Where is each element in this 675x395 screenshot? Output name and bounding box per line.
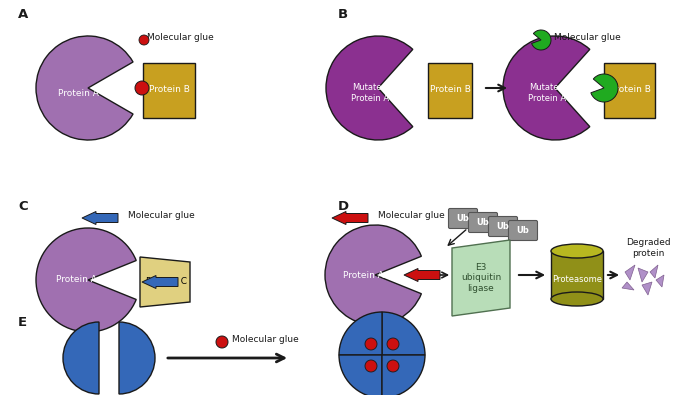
Polygon shape [452, 240, 510, 316]
Circle shape [387, 360, 399, 372]
FancyBboxPatch shape [468, 213, 497, 233]
Wedge shape [36, 228, 136, 332]
Text: Degraded
protein: Degraded protein [626, 238, 670, 258]
Text: Protein B: Protein B [148, 85, 190, 94]
Wedge shape [591, 74, 618, 102]
Text: A: A [18, 8, 28, 21]
Text: E3
ubiquitin
ligase: E3 ubiquitin ligase [461, 263, 501, 293]
Text: E: E [18, 316, 27, 329]
Wedge shape [339, 355, 382, 395]
Text: Protein B: Protein B [610, 85, 651, 94]
Text: Protein A: Protein A [342, 271, 383, 280]
Text: Protein A: Protein A [55, 275, 97, 284]
Wedge shape [325, 225, 421, 325]
FancyBboxPatch shape [551, 251, 603, 299]
Polygon shape [143, 63, 195, 118]
FancyArrow shape [332, 211, 368, 224]
Circle shape [216, 336, 228, 348]
Text: Molecular glue: Molecular glue [554, 34, 621, 43]
Polygon shape [604, 63, 655, 118]
Circle shape [139, 35, 149, 45]
Wedge shape [63, 322, 99, 394]
Text: Molecular glue: Molecular glue [147, 34, 214, 43]
FancyBboxPatch shape [489, 216, 518, 237]
Wedge shape [36, 36, 133, 140]
Wedge shape [532, 30, 551, 50]
Wedge shape [503, 36, 590, 140]
Polygon shape [638, 268, 648, 282]
FancyArrow shape [142, 275, 178, 288]
Text: Mutated
Protein A: Mutated Protein A [528, 83, 566, 103]
Polygon shape [642, 282, 652, 295]
Text: Protein A: Protein A [57, 88, 99, 98]
Wedge shape [339, 312, 382, 355]
Polygon shape [140, 257, 190, 307]
Text: Ub: Ub [477, 218, 489, 227]
FancyBboxPatch shape [508, 220, 537, 241]
Polygon shape [656, 275, 664, 287]
FancyArrow shape [82, 211, 118, 224]
Polygon shape [428, 63, 472, 118]
Text: Proteasome: Proteasome [552, 275, 602, 284]
Wedge shape [382, 355, 425, 395]
Text: D: D [338, 200, 349, 213]
Wedge shape [119, 322, 155, 394]
Ellipse shape [551, 244, 603, 258]
Text: Ub: Ub [456, 214, 469, 223]
Ellipse shape [551, 292, 603, 306]
Wedge shape [382, 312, 425, 355]
Text: Molecular glue: Molecular glue [378, 211, 445, 220]
Text: Ub: Ub [497, 222, 510, 231]
FancyArrow shape [404, 269, 440, 282]
Wedge shape [326, 36, 413, 140]
Text: Protein C: Protein C [146, 278, 188, 286]
Text: C: C [18, 200, 28, 213]
Text: Protein B: Protein B [429, 85, 470, 94]
Circle shape [365, 338, 377, 350]
FancyBboxPatch shape [448, 209, 477, 228]
Text: Molecular glue: Molecular glue [232, 335, 299, 344]
Circle shape [387, 338, 399, 350]
Polygon shape [625, 265, 635, 280]
Text: Ub: Ub [516, 226, 529, 235]
Text: Molecular glue: Molecular glue [128, 211, 195, 220]
Circle shape [365, 360, 377, 372]
Circle shape [135, 81, 149, 95]
Text: B: B [338, 8, 348, 21]
Text: Mutated
Protein A: Mutated Protein A [351, 83, 389, 103]
Polygon shape [622, 282, 634, 290]
Polygon shape [650, 265, 658, 278]
